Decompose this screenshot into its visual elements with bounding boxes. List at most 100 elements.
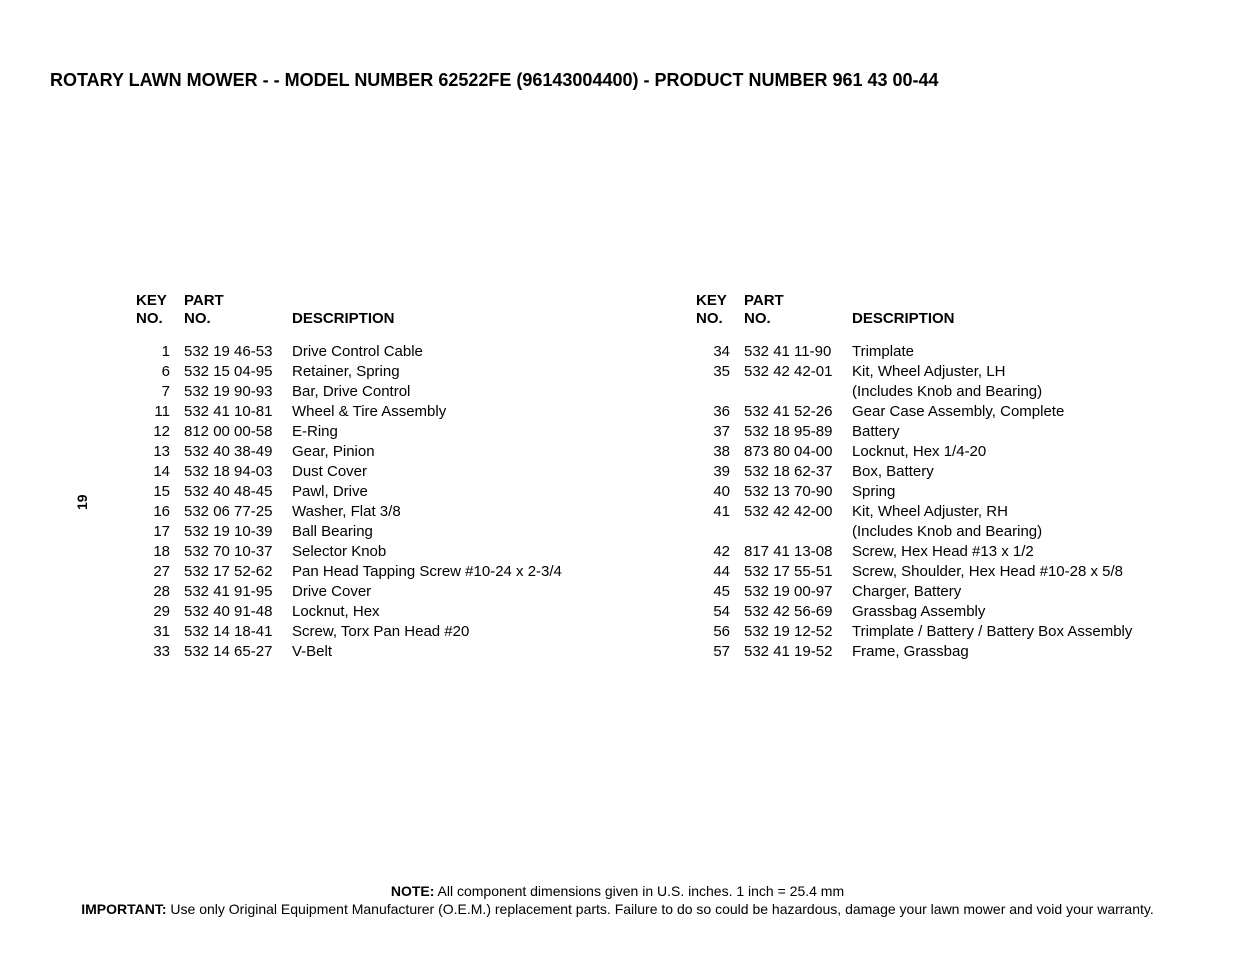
table-row: 45532 19 00-97Charger, Battery xyxy=(696,582,1166,602)
cell-desc: Washer, Flat 3/8 xyxy=(292,502,636,522)
parts-column-left: KEY NO. PART NO. DESCRIPTION 1532 19 46-… xyxy=(136,292,636,662)
cell-desc: Bar, Drive Control xyxy=(292,382,636,402)
table-row: 40532 13 70-90Spring xyxy=(696,482,1166,502)
table-row: 38873 80 04-00Locknut, Hex 1/4-20 xyxy=(696,442,1166,462)
table-row: 31532 14 18-41Screw, Torx Pan Head #20 xyxy=(136,622,636,642)
footer-note-line: NOTE: All component dimensions given in … xyxy=(0,882,1235,900)
table-body-right: 34532 41 11-90Trimplate35532 42 42-01Kit… xyxy=(696,342,1166,662)
cell-desc: Wheel & Tire Assembly xyxy=(292,402,636,422)
cell-desc: Pan Head Tapping Screw #10-24 x 2-3/4 xyxy=(292,562,636,582)
cell-part: 532 42 56-69 xyxy=(744,602,852,622)
table-row: 15532 40 48-45Pawl, Drive xyxy=(136,482,636,502)
cell-part: 532 19 90-93 xyxy=(184,382,292,402)
cell-desc: V-Belt xyxy=(292,642,636,662)
cell-desc: (Includes Knob and Bearing) xyxy=(852,522,1166,542)
cell-key: 41 xyxy=(696,502,744,522)
cell-key: 42 xyxy=(696,542,744,562)
cell-part: 532 17 55-51 xyxy=(744,562,852,582)
table-row: 27532 17 52-62Pan Head Tapping Screw #10… xyxy=(136,562,636,582)
cell-desc: Drive Cover xyxy=(292,582,636,602)
header-desc-text: DESCRIPTION xyxy=(852,310,955,327)
cell-key: 27 xyxy=(136,562,184,582)
header-key: KEY NO. xyxy=(136,292,184,328)
cell-key: 44 xyxy=(696,562,744,582)
header-desc: DESCRIPTION xyxy=(292,292,395,328)
cell-key: 16 xyxy=(136,502,184,522)
cell-desc: Kit, Wheel Adjuster, RH xyxy=(852,502,1166,522)
cell-desc: Retainer, Spring xyxy=(292,362,636,382)
cell-part: 532 13 70-90 xyxy=(744,482,852,502)
cell-part: 532 41 91-95 xyxy=(184,582,292,602)
cell-desc: Pawl, Drive xyxy=(292,482,636,502)
cell-part: 532 42 42-00 xyxy=(744,502,852,522)
header-desc: DESCRIPTION xyxy=(852,292,955,328)
cell-part: 532 17 52-62 xyxy=(184,562,292,582)
cell-desc: Screw, Hex Head #13 x 1/2 xyxy=(852,542,1166,562)
table-row: 56532 19 12-52Trimplate / Battery / Batt… xyxy=(696,622,1166,642)
table-row: (Includes Knob and Bearing) xyxy=(696,382,1166,402)
table-row: 37532 18 95-89Battery xyxy=(696,422,1166,442)
table-row: 44532 17 55-51Screw, Shoulder, Hex Head … xyxy=(696,562,1166,582)
cell-desc: Spring xyxy=(852,482,1166,502)
cell-desc: Screw, Shoulder, Hex Head #10-28 x 5/8 xyxy=(852,562,1166,582)
table-row: 54532 42 56-69Grassbag Assembly xyxy=(696,602,1166,622)
cell-part: 532 41 11-90 xyxy=(744,342,852,362)
cell-part: 532 19 12-52 xyxy=(744,622,852,642)
title-suffix: (96143004400) - PRODUCT NUMBER 961 43 00… xyxy=(511,70,938,90)
cell-desc: Trimplate xyxy=(852,342,1166,362)
cell-key: 36 xyxy=(696,402,744,422)
table-row: 13532 40 38-49Gear, Pinion xyxy=(136,442,636,462)
cell-part: 532 14 65-27 xyxy=(184,642,292,662)
parts-tables: KEY NO. PART NO. DESCRIPTION 1532 19 46-… xyxy=(136,292,1166,662)
header-part-l2: NO. xyxy=(744,310,771,327)
title-prefix: ROTARY LAWN MOWER - - MODEL NUMBER xyxy=(50,70,438,90)
note-label: NOTE: xyxy=(391,883,435,899)
cell-key: 54 xyxy=(696,602,744,622)
table-row: 42817 41 13-08Screw, Hex Head #13 x 1/2 xyxy=(696,542,1166,562)
table-row: 39532 18 62-37Box, Battery xyxy=(696,462,1166,482)
cell-part: 532 70 10-37 xyxy=(184,542,292,562)
cell-desc: Dust Cover xyxy=(292,462,636,482)
cell-key: 39 xyxy=(696,462,744,482)
cell-key: 37 xyxy=(696,422,744,442)
cell-desc: (Includes Knob and Bearing) xyxy=(852,382,1166,402)
cell-key: 34 xyxy=(696,342,744,362)
cell-part xyxy=(744,382,852,402)
cell-key: 6 xyxy=(136,362,184,382)
table-row: 36532 41 52-26Gear Case Assembly, Comple… xyxy=(696,402,1166,422)
table-row: 34532 41 11-90Trimplate xyxy=(696,342,1166,362)
table-body-left: 1532 19 46-53Drive Control Cable6532 15 … xyxy=(136,342,636,662)
cell-key: 38 xyxy=(696,442,744,462)
cell-part: 532 40 91-48 xyxy=(184,602,292,622)
header-key-l2: NO. xyxy=(696,310,723,327)
cell-desc: Gear Case Assembly, Complete xyxy=(852,402,1166,422)
cell-part xyxy=(744,522,852,542)
table-row: 57532 41 19-52Frame, Grassbag xyxy=(696,642,1166,662)
cell-part: 532 15 04-95 xyxy=(184,362,292,382)
table-row: (Includes Knob and Bearing) xyxy=(696,522,1166,542)
table-header: KEY NO. PART NO. DESCRIPTION xyxy=(696,292,1166,328)
cell-part: 532 18 94-03 xyxy=(184,462,292,482)
parts-column-right: KEY NO. PART NO. DESCRIPTION 34532 41 11… xyxy=(696,292,1166,662)
cell-key: 15 xyxy=(136,482,184,502)
cell-key: 11 xyxy=(136,402,184,422)
table-row: 16532 06 77-25Washer, Flat 3/8 xyxy=(136,502,636,522)
cell-part: 532 18 95-89 xyxy=(744,422,852,442)
table-row: 7532 19 90-93Bar, Drive Control xyxy=(136,382,636,402)
important-text: Use only Original Equipment Manufacturer… xyxy=(167,901,1154,917)
cell-key: 31 xyxy=(136,622,184,642)
cell-part: 532 19 10-39 xyxy=(184,522,292,542)
table-row: 33532 14 65-27V-Belt xyxy=(136,642,636,662)
cell-part: 532 06 77-25 xyxy=(184,502,292,522)
header-desc-text: DESCRIPTION xyxy=(292,310,395,327)
cell-desc: E-Ring xyxy=(292,422,636,442)
cell-desc: Gear, Pinion xyxy=(292,442,636,462)
header-part: PART NO. xyxy=(184,292,292,328)
cell-key: 57 xyxy=(696,642,744,662)
cell-key: 17 xyxy=(136,522,184,542)
title-model: 62522FE xyxy=(438,70,511,90)
cell-key: 45 xyxy=(696,582,744,602)
cell-key xyxy=(696,522,744,542)
cell-desc: Screw, Torx Pan Head #20 xyxy=(292,622,636,642)
cell-part: 532 19 00-97 xyxy=(744,582,852,602)
